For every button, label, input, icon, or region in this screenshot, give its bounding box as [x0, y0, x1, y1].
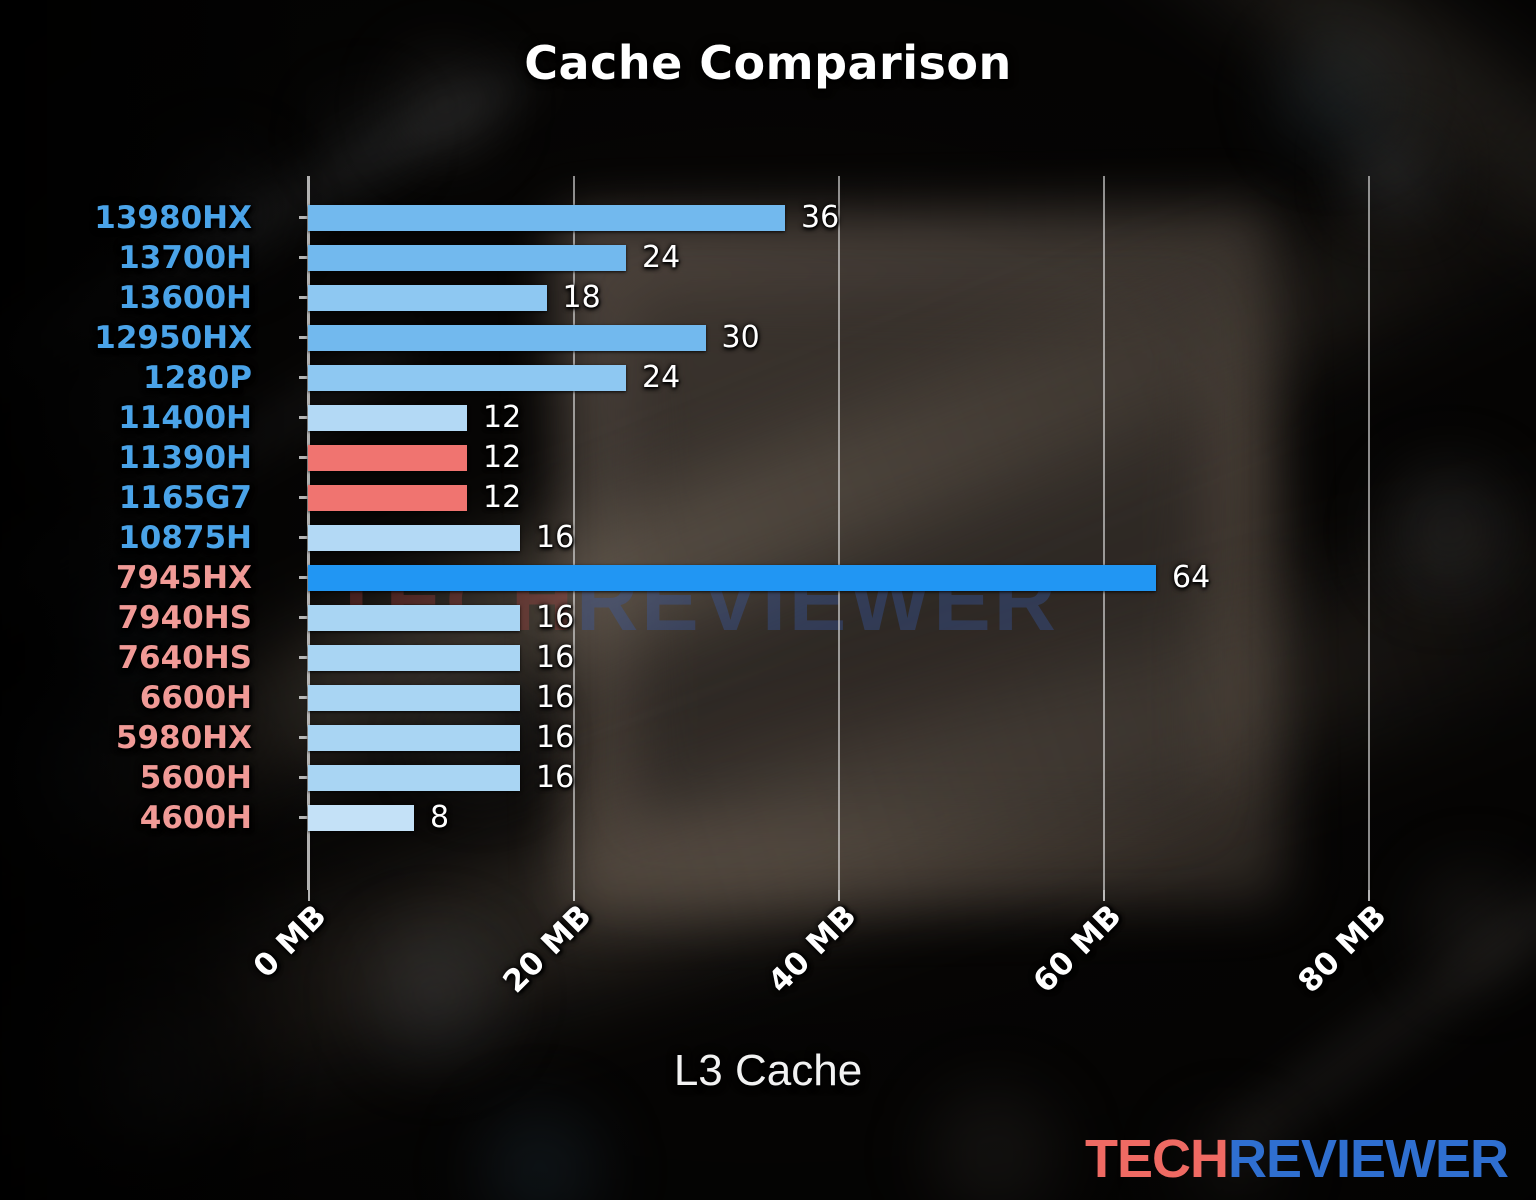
x-axis-label: L3 Cache — [673, 1046, 863, 1095]
bar-row: 5980HX 16 — [116, 718, 1500, 758]
y-axis-tick — [299, 776, 308, 779]
bar-value-label: 16 — [536, 600, 575, 635]
bar-row: 7945HX 64 — [116, 558, 1500, 598]
gridline — [1103, 176, 1105, 890]
bar-row: 12950HX 30 — [94, 318, 1500, 358]
y-axis-category-label: 12950HX — [94, 320, 252, 356]
bar — [308, 365, 626, 391]
x-axis-tick — [1368, 890, 1370, 901]
bar-row: 4600H 8 — [140, 798, 1500, 838]
y-axis-tick — [299, 416, 308, 419]
y-axis-tick — [299, 496, 308, 499]
y-axis-tick — [299, 536, 308, 539]
y-axis-tick — [299, 456, 308, 459]
bar — [308, 245, 626, 271]
y-axis-tick — [299, 256, 308, 259]
y-axis-category-label: 5980HX — [115, 720, 252, 756]
y-axis-category-label: 13980HX — [94, 200, 252, 236]
y-axis-tick — [299, 696, 308, 699]
bar — [308, 285, 547, 311]
bar-row: 5600H 16 — [140, 758, 1500, 798]
y-axis-tick — [299, 296, 308, 299]
y-axis-tick — [299, 376, 308, 379]
y-axis-category-label: 13700H — [118, 240, 252, 276]
bar-row: 11390H 12 — [118, 438, 1500, 478]
bar — [308, 525, 520, 551]
y-axis-tick — [299, 616, 308, 619]
y-axis-category-label: 1280P — [143, 360, 252, 396]
bar-value-label: 30 — [721, 320, 760, 355]
gridline — [1368, 176, 1370, 890]
bar-value-label: 18 — [562, 280, 601, 315]
y-axis-category-label: 5600H — [139, 760, 252, 796]
y-axis-tick — [299, 656, 308, 659]
bar-value-label: 16 — [536, 760, 575, 795]
bar-row: 7940HS 16 — [117, 598, 1500, 638]
plot-area: 13980HX 36 13700H 24 13600H 18 12950HX 30 1280P 2… — [94, 176, 1500, 890]
y-axis-tick — [299, 336, 308, 339]
y-axis-category-label: 11390H — [118, 440, 252, 476]
y-axis-category-label: 7945HX — [115, 560, 252, 596]
bar — [308, 765, 520, 791]
bar — [308, 645, 520, 671]
y-axis-category-label: 13600H — [118, 280, 252, 316]
bar — [308, 325, 706, 351]
gridline — [573, 176, 575, 890]
x-axis-tick — [308, 890, 310, 901]
bar-row: 1165G7 12 — [119, 478, 1500, 518]
y-axis-category-label: 11400H — [118, 400, 252, 436]
x-axis-tick — [573, 890, 575, 901]
bar-row: 1280P 24 — [143, 358, 1500, 398]
x-axis-tick — [1103, 890, 1105, 901]
bar-row: 7640HS 16 — [117, 638, 1500, 678]
y-axis-category-label: 7640HS — [117, 640, 252, 676]
bar-row: 13600H 18 — [118, 278, 1500, 318]
bar-value-label: 8 — [430, 800, 450, 835]
brand-logo: TECHREVIEWER — [1084, 1128, 1509, 1190]
x-axis-tick — [838, 890, 840, 901]
bar-value-label: 16 — [536, 520, 575, 555]
bar-value-label: 16 — [536, 640, 575, 675]
bar — [308, 405, 467, 431]
y-axis-category-label: 1165G7 — [118, 480, 252, 516]
bar — [308, 685, 520, 711]
bar-value-label: 12 — [483, 480, 522, 515]
bar-row: 13700H 24 — [118, 238, 1500, 278]
bar — [308, 445, 467, 471]
bar-row: 11400H 12 — [118, 398, 1500, 438]
bar-value-label: 24 — [642, 240, 681, 275]
y-axis-category-label: 4600H — [139, 800, 252, 836]
bar-value-label: 12 — [483, 400, 522, 435]
bar — [308, 205, 785, 231]
bar-value-label: 24 — [642, 360, 681, 395]
bar-value-label: 36 — [801, 200, 840, 235]
bar — [308, 565, 1156, 591]
logo-reviewer: REVIEWER — [1227, 1129, 1509, 1189]
logo-tech: TECH — [1084, 1129, 1229, 1189]
y-axis-category-label: 10875H — [118, 520, 252, 556]
chart-title: Cache Comparison — [524, 36, 1012, 90]
bar-value-label: 16 — [536, 680, 575, 715]
y-axis-tick — [299, 576, 308, 579]
bar-value-label: 64 — [1172, 560, 1211, 595]
bar-value-label: 16 — [536, 720, 575, 755]
bar-row: 6600H 16 — [140, 678, 1500, 718]
left-shade — [0, 0, 330, 1200]
bar — [308, 725, 520, 751]
y-axis-tick — [299, 736, 308, 739]
y-axis-tick — [299, 216, 308, 219]
bar-row: 10875H 16 — [118, 518, 1500, 558]
bar-value-label: 12 — [483, 440, 522, 475]
gridline — [838, 176, 840, 890]
bar — [308, 805, 414, 831]
y-axis-category-label: 7940HS — [117, 600, 252, 636]
y-axis-category-label: 6600H — [139, 680, 252, 716]
bar-row: 13980HX 36 — [94, 198, 1500, 238]
bar — [308, 605, 520, 631]
y-axis-tick — [299, 816, 308, 819]
bar — [308, 485, 467, 511]
